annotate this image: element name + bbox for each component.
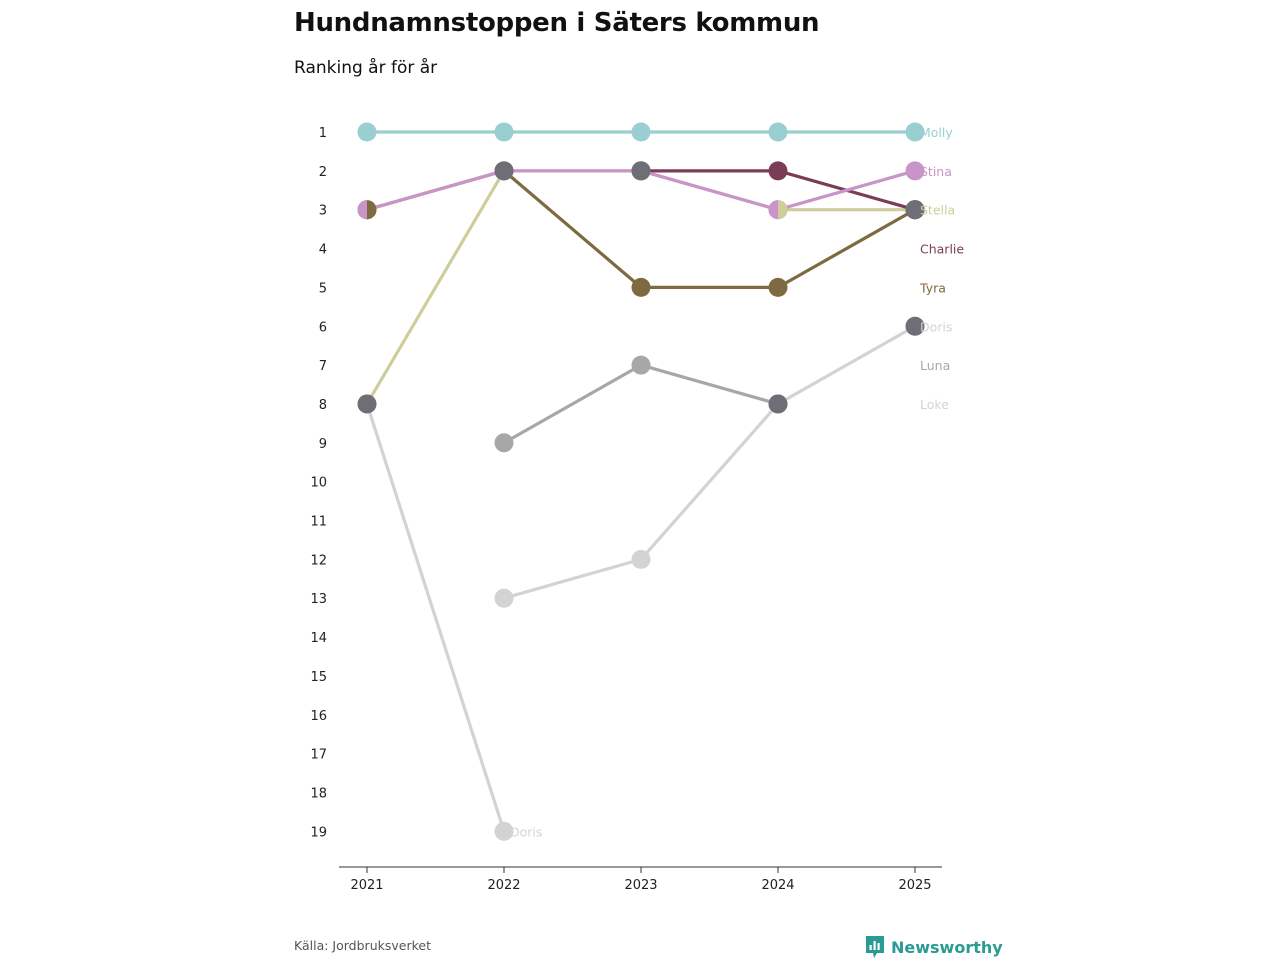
series-line <box>503 324 916 600</box>
data-point[interactable] <box>494 433 514 453</box>
data-point[interactable] <box>631 122 651 142</box>
series-loke <box>357 394 514 841</box>
data-point[interactable] <box>768 122 788 142</box>
data-point[interactable] <box>768 161 788 181</box>
y-tick-label: 15 <box>310 670 327 685</box>
series-line <box>503 363 779 445</box>
data-point[interactable] <box>631 549 651 569</box>
y-tick-label: 6 <box>319 320 327 335</box>
data-point[interactable] <box>905 200 925 220</box>
y-tick-label: 4 <box>319 243 327 258</box>
x-tick-label: 2022 <box>487 878 520 893</box>
legend-label-luna[interactable]: Luna <box>920 358 950 373</box>
y-tick-label: 10 <box>310 476 327 491</box>
series-doris <box>494 316 925 608</box>
y-tick-label: 7 <box>319 359 327 374</box>
data-point[interactable] <box>905 122 925 142</box>
newsworthy-logo-icon <box>866 936 884 958</box>
data-point-half[interactable] <box>778 200 788 220</box>
series-molly <box>357 122 925 142</box>
legend-label-loke[interactable]: Loke <box>920 397 949 412</box>
legend-label-stina[interactable]: Stina <box>920 164 952 179</box>
x-axis: 2021 2022 2023 2024 2025 <box>339 866 942 893</box>
chart-title: Hundnamnstoppen i Säters kommun <box>294 8 820 38</box>
data-point[interactable] <box>494 161 514 181</box>
legend-label-doris[interactable]: Doris <box>920 319 952 334</box>
x-tick-label: 2025 <box>898 878 931 893</box>
y-tick-label: 11 <box>310 515 327 530</box>
data-point[interactable] <box>768 394 788 414</box>
data-point[interactable] <box>768 277 788 297</box>
data-point-half[interactable] <box>367 200 377 220</box>
y-tick-label: 16 <box>310 709 327 724</box>
data-point[interactable] <box>905 316 925 336</box>
data-point[interactable] <box>494 588 514 608</box>
legend-label-molly[interactable]: Molly <box>920 125 953 140</box>
x-tick-label: 2023 <box>624 878 657 893</box>
data-point-half[interactable] <box>357 200 368 220</box>
data-point[interactable] <box>357 394 377 414</box>
y-tick-label: 5 <box>319 281 327 296</box>
series-group <box>357 122 925 841</box>
y-tick-label: 2 <box>319 165 327 180</box>
series-line <box>365 403 506 832</box>
legend-label-stella[interactable]: Stella <box>920 203 955 218</box>
y-tick-label: 3 <box>319 204 327 219</box>
y-tick-label: 19 <box>310 825 327 840</box>
data-point[interactable] <box>357 122 377 142</box>
y-tick-label: 1 <box>319 126 327 141</box>
series-line <box>366 169 916 289</box>
data-point-half[interactable] <box>768 200 779 220</box>
y-tick-label: 18 <box>310 786 327 801</box>
y-tick-label: 8 <box>319 398 327 413</box>
overlap-markers <box>357 161 925 414</box>
brand-logo[interactable]: Newsworthy <box>865 935 1003 959</box>
series-end-label: Doris <box>510 824 542 839</box>
y-tick-label: 17 <box>310 748 327 763</box>
data-point[interactable] <box>631 161 651 181</box>
data-point[interactable] <box>631 355 651 375</box>
data-point[interactable] <box>905 161 925 181</box>
chart-subtitle: Ranking år för år <box>294 58 438 78</box>
data-point[interactable] <box>631 277 651 297</box>
y-tick-label: 14 <box>310 631 327 646</box>
x-tick-label: 2021 <box>350 878 383 893</box>
data-point[interactable] <box>494 122 514 142</box>
brand-name: Newsworthy <box>891 937 1003 957</box>
x-tick-label: 2024 <box>761 878 794 893</box>
data-point[interactable] <box>494 821 514 841</box>
y-tick-label: 13 <box>310 592 327 607</box>
y-tick-label: 9 <box>319 437 327 452</box>
legend-label-charlie[interactable]: Charlie <box>920 242 964 257</box>
series-luna <box>494 355 788 453</box>
y-tick-label: 12 <box>310 553 327 568</box>
source-note: Källa: Jordbruksverket <box>294 938 431 953</box>
legend-label-tyra[interactable]: Tyra <box>919 280 946 295</box>
legend-labels: Molly Stina Stella Charlie Tyra Doris Luna Loke <box>919 125 964 412</box>
